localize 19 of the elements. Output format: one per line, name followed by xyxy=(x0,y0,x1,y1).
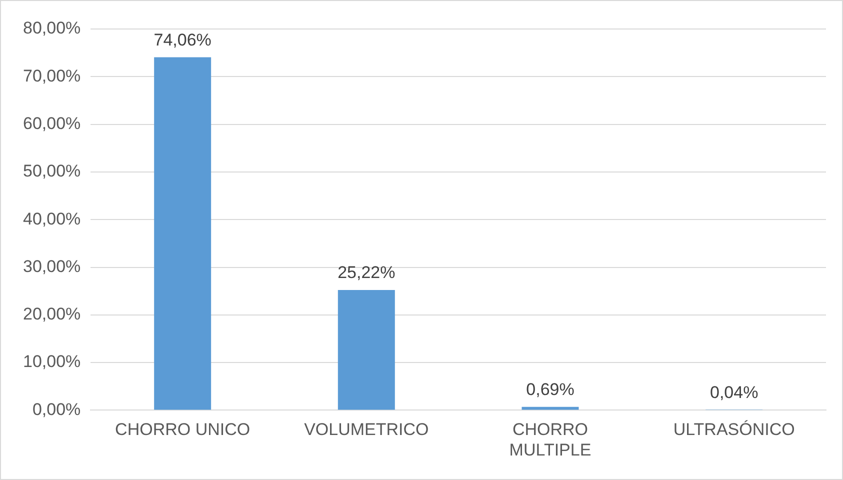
y-tick-label: 10,00% xyxy=(22,352,81,372)
y-tick-label: 80,00% xyxy=(22,18,81,38)
y-tick-label: 70,00% xyxy=(22,66,81,86)
data-label: 0,04% xyxy=(710,383,758,402)
bar xyxy=(338,290,395,410)
bar xyxy=(154,57,212,410)
y-tick-label: 30,00% xyxy=(22,256,81,276)
y-tick-label: 50,00% xyxy=(22,162,81,181)
y-tick-label: 0,00% xyxy=(32,400,81,419)
y-tick-label: 20,00% xyxy=(22,304,81,324)
data-label: 74,06% xyxy=(154,30,212,50)
x-tick-label: CHORRO UNICO xyxy=(115,420,250,440)
data-label: 25,22% xyxy=(338,263,396,282)
x-tick-label: ULTRASÓNICO xyxy=(673,420,795,440)
x-tick-label: VOLUMETRICO xyxy=(304,420,429,440)
y-tick-label: 60,00% xyxy=(22,114,81,133)
x-tick-label: CHORRO MULTIPLE xyxy=(509,420,592,460)
y-tick-label: 40,00% xyxy=(22,209,81,228)
data-label: 0,69% xyxy=(526,380,574,400)
